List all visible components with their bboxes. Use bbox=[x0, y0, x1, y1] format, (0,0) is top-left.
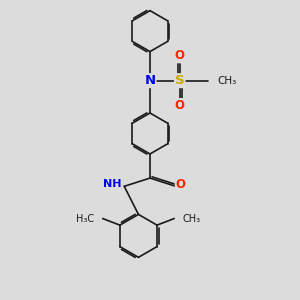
Text: N: N bbox=[144, 74, 156, 87]
Text: NH: NH bbox=[103, 179, 122, 189]
Text: CH₃: CH₃ bbox=[182, 214, 201, 224]
Text: O: O bbox=[175, 99, 185, 112]
Text: O: O bbox=[175, 50, 185, 62]
Text: O: O bbox=[176, 178, 186, 191]
Text: CH₃: CH₃ bbox=[217, 76, 236, 85]
Text: S: S bbox=[175, 74, 184, 87]
Text: H₃C: H₃C bbox=[76, 214, 94, 224]
